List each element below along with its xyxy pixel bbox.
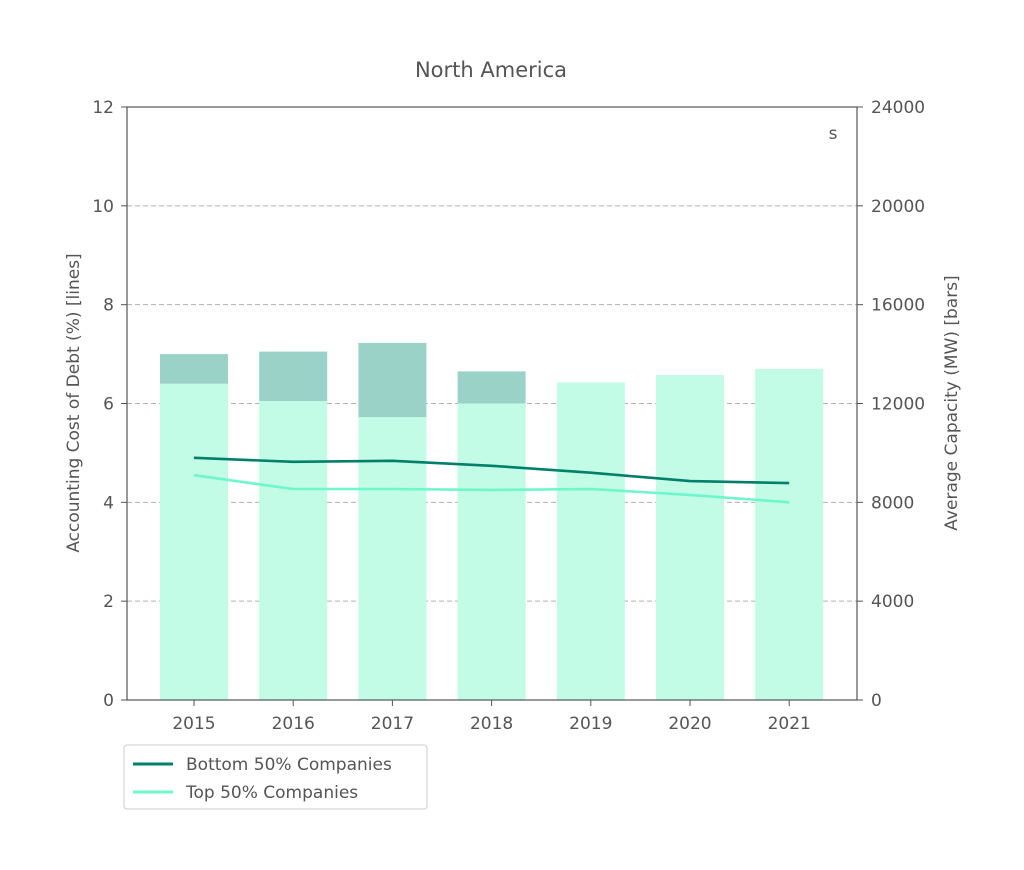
y-right-tick-label: 12000	[871, 395, 925, 415]
bars	[160, 342, 824, 700]
bar-base	[755, 368, 824, 700]
bar-base	[656, 375, 724, 700]
chart-title: North America	[415, 58, 567, 82]
x-tick-label: 2021	[768, 714, 811, 734]
y-right-tick-label: 4000	[871, 592, 914, 612]
y-left-tick-label: 8	[103, 296, 114, 316]
y-right-tick-label: 0	[871, 691, 882, 711]
corner-label: s	[829, 124, 838, 144]
bar-upper	[259, 351, 328, 402]
x-tick-label: 2020	[668, 714, 711, 734]
y-left-tick-label: 10	[92, 197, 114, 217]
lines	[193, 456, 790, 504]
y-right-tick-label: 16000	[871, 296, 925, 316]
y-left-axis-label: Accounting Cost of Debt (%) [lines]	[64, 253, 84, 552]
y-left-tick-label: 2	[103, 592, 114, 612]
legend-frame	[123, 744, 428, 810]
x-tick-label: 2017	[371, 714, 414, 734]
bar-base	[358, 417, 427, 700]
ticks: 0 2 4 6 8 10 12 0 4000 8000 12000 16000 20000 24000 20…	[92, 98, 925, 734]
y-left-tick-label: 6	[103, 395, 114, 415]
x-tick-label: 2018	[470, 714, 513, 734]
x-tick-label: 2016	[272, 714, 315, 734]
x-tick-label: 2015	[172, 714, 215, 734]
line-top-50	[193, 473, 790, 504]
bar-upper	[457, 371, 526, 404]
bar-base	[160, 383, 228, 700]
y-right-tick-label: 24000	[871, 98, 925, 118]
legend-label-top-50: Top 50% Companies	[185, 783, 358, 803]
y-right-tick-label: 8000	[871, 493, 914, 513]
y-right-axis-label: Average Capacity (MW) [bars]	[942, 275, 962, 530]
bar-upper	[358, 342, 427, 418]
x-tick-label: 2019	[569, 714, 612, 734]
bar-base	[259, 401, 328, 700]
legend: Bottom 50% Companies Top 50% Companies	[123, 744, 428, 810]
legend-label-bottom-50: Bottom 50% Companies	[186, 755, 392, 775]
y-left-tick-label: 4	[103, 493, 114, 513]
bar-base	[457, 403, 526, 700]
bar-base	[556, 382, 625, 700]
y-left-tick-label: 12	[92, 98, 114, 118]
line-bottom-50	[193, 456, 790, 485]
bar-upper	[160, 354, 228, 384]
y-left-tick-label: 0	[103, 691, 114, 711]
y-right-tick-label: 20000	[871, 197, 925, 217]
